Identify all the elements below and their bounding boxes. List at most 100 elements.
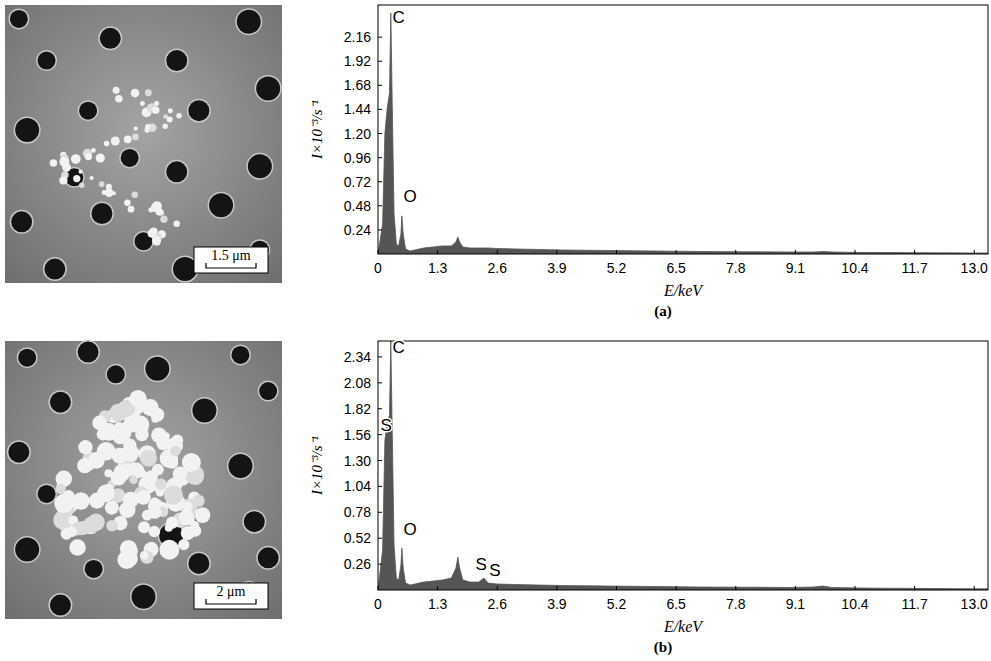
- y-tick-label: 0.78: [344, 504, 371, 520]
- scale-bar-label: 2 μm: [217, 584, 246, 599]
- particle-grain: [129, 476, 138, 485]
- y-tick-label: 1.68: [344, 77, 371, 93]
- particle-grain: [115, 422, 123, 430]
- y-tick: [378, 460, 382, 461]
- x-tick: [378, 250, 379, 254]
- particle-grain: [123, 492, 139, 508]
- peak-label: S: [476, 555, 487, 574]
- particle-grain: [173, 221, 180, 228]
- pore: [145, 357, 169, 381]
- x-tick: [914, 250, 915, 254]
- pore: [258, 547, 279, 568]
- scale-bar-box: [194, 247, 268, 273]
- x-tick: [974, 586, 975, 590]
- pore: [173, 257, 197, 281]
- y-tick-label: 0.52: [344, 530, 371, 546]
- particle-grain: [104, 141, 110, 147]
- scale-bar-label: 1.5 μm: [211, 248, 251, 263]
- panel-label: (b): [654, 639, 672, 656]
- x-tick: [974, 250, 975, 254]
- pore-rim: [255, 75, 282, 102]
- pore: [228, 454, 252, 478]
- peak-label: S: [381, 416, 392, 435]
- x-tick: [556, 586, 557, 590]
- spectrum-chart: 01.32.63.95.26.57.89.110.411.713.00.240.…: [309, 5, 988, 299]
- particle-grain: [149, 526, 161, 538]
- x-axis-title: E/keV: [663, 618, 704, 635]
- x-tick: [616, 250, 617, 254]
- pore: [50, 595, 71, 616]
- particle-grain: [128, 463, 144, 479]
- y-tick: [378, 85, 382, 86]
- pore: [15, 538, 39, 562]
- pore: [259, 382, 277, 400]
- pore: [85, 560, 103, 578]
- particle-grain: [97, 485, 115, 503]
- y-tick: [378, 538, 382, 539]
- y-tick-label: 1.04: [344, 478, 371, 494]
- particle-grain: [131, 89, 140, 98]
- spectrum-chart: 01.32.63.95.26.57.89.110.411.713.00.260.…: [309, 338, 988, 635]
- y-tick: [378, 382, 382, 383]
- x-tick-label: 7.8: [726, 596, 746, 612]
- particle-grain: [140, 101, 145, 106]
- y-axis-title: I×10⁻³/s⁻¹: [309, 435, 325, 496]
- particle-grain: [148, 505, 161, 518]
- pore: [107, 365, 125, 383]
- x-tick-label: 6.5: [666, 596, 686, 612]
- particle-grain: [115, 95, 123, 103]
- particle-grain: [110, 403, 128, 421]
- pore: [38, 485, 56, 503]
- particle-grain: [140, 550, 154, 564]
- particle-grain: [85, 153, 92, 160]
- pore: [188, 100, 209, 121]
- x-tick: [854, 250, 855, 254]
- x-tick-label: 3.9: [547, 260, 567, 276]
- x-tick: [795, 586, 796, 590]
- particle-grain: [134, 126, 138, 130]
- pore-rim: [17, 347, 38, 368]
- x-tick: [676, 586, 677, 590]
- pore: [209, 193, 233, 217]
- particle-grain: [62, 163, 71, 172]
- peak-label: O: [403, 520, 416, 539]
- pore-rim: [258, 381, 279, 402]
- x-tick-label: 0: [374, 260, 382, 276]
- x-tick: [735, 586, 736, 590]
- y-tick: [378, 133, 382, 134]
- pore-rim: [208, 192, 235, 219]
- pore-rim: [98, 26, 122, 50]
- y-tick-label: 1.44: [344, 101, 371, 117]
- particle-grain: [79, 170, 83, 174]
- particle-grain: [145, 89, 152, 96]
- pore-rim: [165, 160, 189, 184]
- micrograph: 2 μm: [5, 340, 282, 619]
- pore-rim: [144, 355, 171, 382]
- pore: [166, 50, 187, 71]
- micrograph-ground: [5, 341, 282, 619]
- x-tick-label: 3.9: [547, 596, 567, 612]
- particle-grain: [183, 501, 193, 511]
- x-tick-label: 7.8: [726, 260, 746, 276]
- particle-grain: [129, 390, 146, 407]
- particle-grain: [128, 206, 135, 213]
- particle-grain: [99, 181, 105, 187]
- pore: [248, 154, 272, 178]
- particle: [53, 390, 210, 569]
- y-tick-label: 0.72: [344, 174, 371, 190]
- peak-label: C: [392, 8, 404, 27]
- y-tick: [378, 157, 382, 158]
- particle-grain: [113, 87, 120, 94]
- particle-grain: [155, 208, 163, 216]
- pore-rim: [14, 536, 41, 563]
- x-tick: [735, 250, 736, 254]
- particle-grain: [122, 449, 134, 461]
- particle-grain: [132, 192, 138, 198]
- pore-rim: [246, 153, 273, 180]
- x-tick: [378, 586, 379, 590]
- pore-rim: [187, 551, 211, 575]
- particle-grain: [166, 457, 178, 469]
- pore-rim: [14, 117, 41, 144]
- y-tick: [378, 37, 382, 38]
- particle-grain: [164, 486, 183, 505]
